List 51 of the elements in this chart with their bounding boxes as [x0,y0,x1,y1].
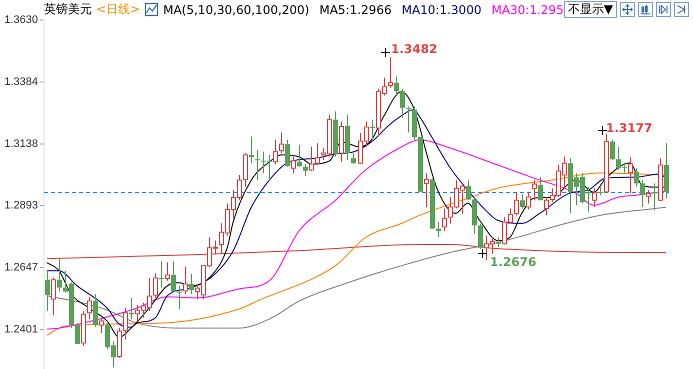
candlestick [664,142,669,199]
text: 不显示▼ [564,1,617,18]
candlestick [412,106,417,140]
chart-title: 英镑美元 [44,1,92,18]
candlestick [598,186,603,196]
text: MA5:1.2966 [319,2,392,16]
text: MA30:1.295 [491,2,564,16]
y-tick-label: 1.2893 [4,200,38,212]
candlestick [406,106,411,134]
candlestick [430,178,435,229]
candlestick [436,222,441,238]
candlestick [45,270,50,312]
candlestick [472,198,477,234]
candlestick [57,257,62,292]
candlestick [345,114,350,160]
annotation: 1.3482 [391,42,438,56]
line-series [46,206,666,329]
candlestick [171,260,176,292]
candlestick [520,194,525,210]
candlestick [370,119,375,140]
candlestick [255,149,260,181]
y-tick-label: 1.2401 [4,323,38,336]
candlestick [538,176,543,200]
candlestick [285,139,290,168]
candlestick [478,223,483,250]
candlestick [652,182,657,211]
y-tick-label: 1.3384 [4,76,38,88]
y-tick-label: 1.2647 [4,261,38,274]
candlestick [297,144,302,168]
text: MA10:1.3000 [402,2,482,16]
candlestick [189,273,194,295]
candlestick [333,110,338,158]
candlestick [129,297,134,320]
candlestick [351,152,356,164]
candlestick [610,139,615,160]
candlestick [400,88,405,118]
chart-subtitle: <日线> [96,1,140,18]
candlestick [177,285,182,310]
y-tick-label: 1.3138 [4,138,38,150]
candlestick [640,180,645,208]
annotation: 1.2676 [490,255,536,269]
candlestick [496,236,501,248]
candlestick [303,163,308,177]
candlestick [466,180,471,201]
annotation: 1.3177 [606,121,652,135]
text: MA(5,10,30,60,100,200) [163,2,310,16]
candlestick [159,260,164,288]
candlestick [93,294,98,328]
candlestick [634,168,639,188]
y-tick-label: 1.3630 [4,14,38,26]
candlestick [394,76,399,97]
